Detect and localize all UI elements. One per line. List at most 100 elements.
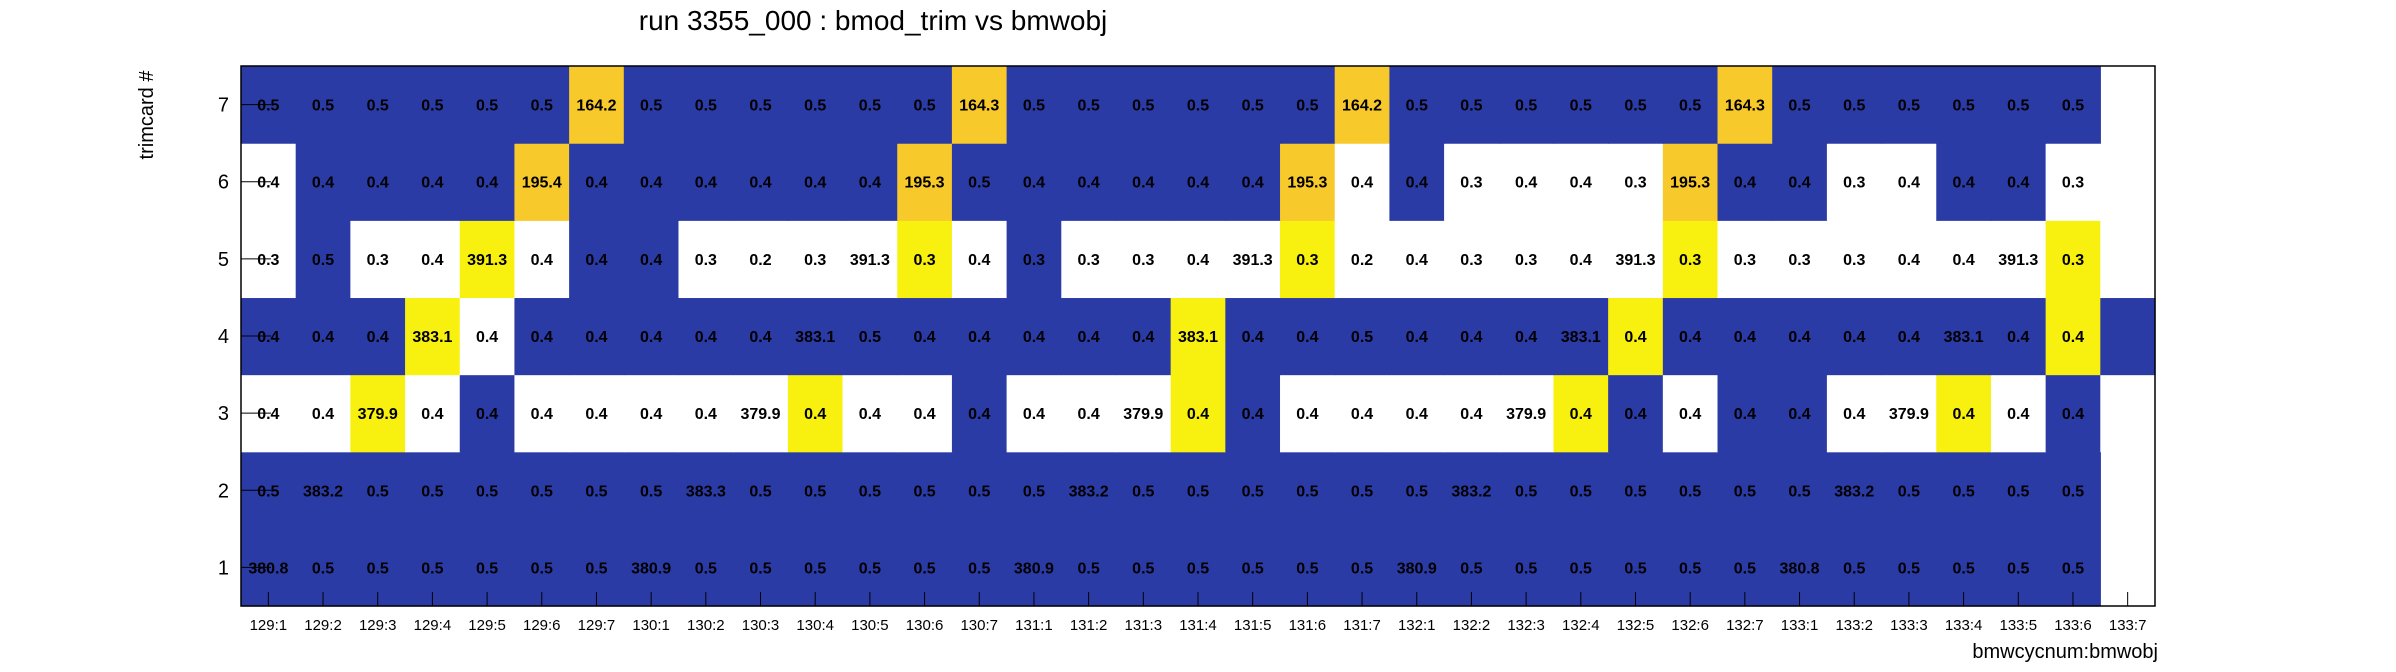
heatmap-cell (1280, 451, 1336, 530)
cell-value-label: 0.2 (1351, 252, 1373, 269)
cell-value-label: 0.3 (2062, 252, 2084, 269)
cell-value-label: 164.3 (1725, 98, 1765, 115)
heatmap-cell (678, 451, 734, 530)
heatmap-cell (897, 374, 953, 453)
heatmap-cell (1389, 66, 1445, 144)
heatmap-cell (842, 66, 898, 144)
heatmap-cell (623, 66, 680, 144)
heatmap-cell (678, 220, 734, 299)
heatmap-cell (1334, 143, 1390, 221)
cell-value-label: 0.5 (1952, 560, 1974, 577)
heatmap-cell (951, 297, 1008, 376)
x-tick-label: 131:4 (1179, 617, 1217, 634)
cell-value-label: 0.4 (968, 406, 990, 423)
x-tick-label: 130:7 (960, 617, 998, 634)
cell-value-label: 0.4 (1734, 406, 1756, 423)
heatmap-cell (1444, 451, 1500, 530)
heatmap-cell (787, 297, 844, 376)
cell-value-label: 0.5 (1406, 98, 1428, 115)
cell-value-label: 0.4 (1788, 329, 1810, 346)
heatmap-cell (733, 374, 789, 453)
heatmap-cell (1061, 143, 1117, 221)
heatmap-cell (1881, 220, 1937, 299)
heatmap-cell (1170, 66, 1226, 144)
cell-value-label: 0.4 (749, 329, 771, 346)
cell-value-label: 0.4 (1570, 175, 1592, 192)
cell-value-label: 0.5 (749, 560, 771, 577)
cell-value-label: 0.5 (531, 98, 553, 115)
y-tick-label: 5 (218, 249, 229, 271)
cell-value-label: 0.4 (2007, 175, 2029, 192)
heatmap-cell (569, 66, 625, 144)
cell-value-label: 0.4 (1406, 175, 1428, 192)
cell-value-label: 0.4 (1570, 406, 1592, 423)
cell-value-label: 0.5 (1132, 483, 1154, 500)
heatmap-cell (350, 220, 406, 299)
heatmap-cell (1826, 374, 1883, 453)
heatmap-cell (1115, 451, 1172, 530)
x-tick-label: 131:5 (1234, 617, 1272, 634)
cell-value-label: 0.4 (1023, 329, 1045, 346)
heatmap-cell (1170, 143, 1226, 221)
heatmap-cell (787, 220, 844, 299)
cell-value-label: 0.5 (531, 560, 553, 577)
heatmap-cell (1936, 297, 1992, 376)
cell-value-label: 0.5 (476, 483, 498, 500)
cell-value-label: 0.4 (913, 329, 935, 346)
heatmap-cell (787, 66, 844, 144)
heatmap-cell (2045, 143, 2101, 221)
heatmap-cell (1826, 220, 1883, 299)
cell-value-label: 0.4 (804, 175, 826, 192)
heatmap-cell (295, 451, 351, 530)
heatmap-cell (1772, 451, 1828, 530)
cell-value-label: 0.4 (1351, 175, 1373, 192)
cell-value-label: 0.4 (1132, 175, 1154, 192)
heatmap-cell (787, 451, 844, 530)
heatmap-cell (405, 374, 461, 453)
cell-value-label: 0.5 (1187, 560, 1209, 577)
cell-value-label: 195.3 (1287, 175, 1327, 192)
heatmap-cell (459, 66, 516, 144)
cell-value-label: 0.4 (968, 329, 990, 346)
cell-value-label: 0.5 (421, 98, 443, 115)
heatmap-cell (1772, 143, 1828, 221)
heatmap-cell (459, 451, 516, 530)
heatmap-cell (1608, 66, 1664, 144)
heatmap-cell (1553, 451, 1609, 530)
cell-value-label: 0.3 (695, 252, 717, 269)
x-tick-label: 131:2 (1070, 617, 1108, 634)
x-tick-label: 130:4 (796, 617, 834, 634)
cell-value-label: 0.4 (1679, 406, 1701, 423)
cell-value-label: 0.3 (1132, 252, 1154, 269)
heatmap-cell (459, 143, 516, 221)
cell-value-label: 0.4 (585, 175, 607, 192)
cell-value-label: 0.4 (1679, 329, 1701, 346)
heatmap-cell (1936, 374, 1992, 453)
cell-value-label: 0.5 (2062, 98, 2084, 115)
cell-value-labels: 380.8 0.5 0.5 0.5 0.5 0.5 0.5 380.9 0.5 0.5 0.5 0.5… (248, 98, 2084, 578)
x-tick-label: 129:5 (468, 617, 506, 634)
cell-value-label: 391.3 (1615, 252, 1655, 269)
heatmap-cell (623, 297, 680, 376)
heatmap-cell (1225, 297, 1281, 376)
heatmap-cell (2045, 374, 2101, 453)
heatmap-cell (1662, 143, 1719, 221)
heatmap-cell (1553, 374, 1609, 453)
heatmap-cell (1608, 220, 1664, 299)
heatmap-cell (1826, 297, 1883, 376)
heatmap-cell (1662, 66, 1719, 144)
cell-value-label: 0.5 (1242, 483, 1264, 500)
heatmap-cell (514, 220, 570, 299)
heatmap-cell (1608, 297, 1664, 376)
heatmap-cell (1553, 143, 1609, 221)
cell-value-label: 0.4 (968, 252, 990, 269)
heatmap-cell (842, 451, 898, 530)
x-tick-label: 129:2 (304, 617, 342, 634)
cell-value-label: 0.5 (640, 98, 662, 115)
y-tick-label: 7 (218, 95, 229, 117)
cell-value-label: 0.4 (1515, 175, 1537, 192)
cell-value-label: 0.5 (640, 483, 662, 500)
cell-value-label: 0.4 (312, 329, 334, 346)
heatmap-cell (2045, 220, 2101, 299)
heatmap-cell (1662, 220, 1719, 299)
